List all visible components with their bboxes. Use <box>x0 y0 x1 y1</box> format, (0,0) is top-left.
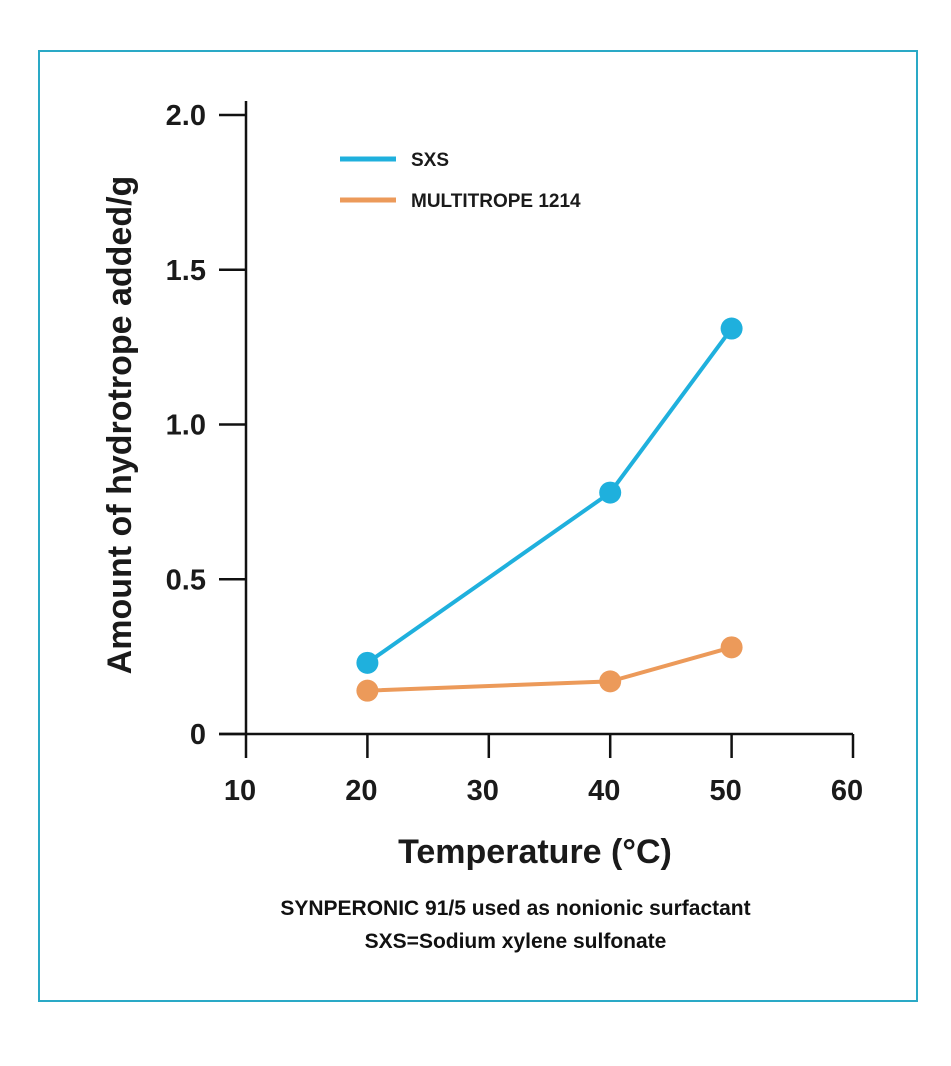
x-tick-label: 30 <box>467 775 499 807</box>
data-point <box>356 679 379 702</box>
legend: SXS MULTITROPE 1214 <box>340 150 581 212</box>
data-point <box>720 636 743 659</box>
y-tick-label: 1.5 <box>166 255 206 287</box>
x-tick-label: 50 <box>709 775 741 807</box>
x-tick-label: 60 <box>831 775 863 807</box>
y-tick-label: 0 <box>190 719 206 751</box>
y-tick-label: 2.0 <box>166 100 206 132</box>
legend-label-2: MULTITROPE 1214 <box>411 191 581 212</box>
data-point <box>599 670 622 693</box>
footnote-sxs-definition: SXS=Sodium xylene sulfonate <box>364 930 667 953</box>
data-point <box>599 481 622 504</box>
y-tick-label: 1.0 <box>166 410 206 442</box>
y-axis-title: Amount of hydrotrope added/g <box>101 176 139 675</box>
series-line-2 <box>367 645 733 693</box>
data-point <box>356 651 379 674</box>
data-point <box>720 317 743 340</box>
axes: 0 0.5 1.0 1.5 2.0 10 20 30 40 50 60 <box>166 100 863 807</box>
series-group <box>356 317 743 702</box>
x-axis-title: Temperature (°C) <box>398 833 672 871</box>
chart-frame <box>38 50 918 1002</box>
x-tick-label: 20 <box>345 775 377 807</box>
x-tick-label: 10 <box>224 775 256 807</box>
legend-label-1: SXS <box>411 150 449 171</box>
y-tick-label: 0.5 <box>166 564 206 596</box>
x-tick-label: 40 <box>588 775 620 807</box>
series-line-1 <box>366 327 734 665</box>
footnote-surfactant: SYNPERONIC 91/5 used as nonionic surfact… <box>280 897 751 920</box>
